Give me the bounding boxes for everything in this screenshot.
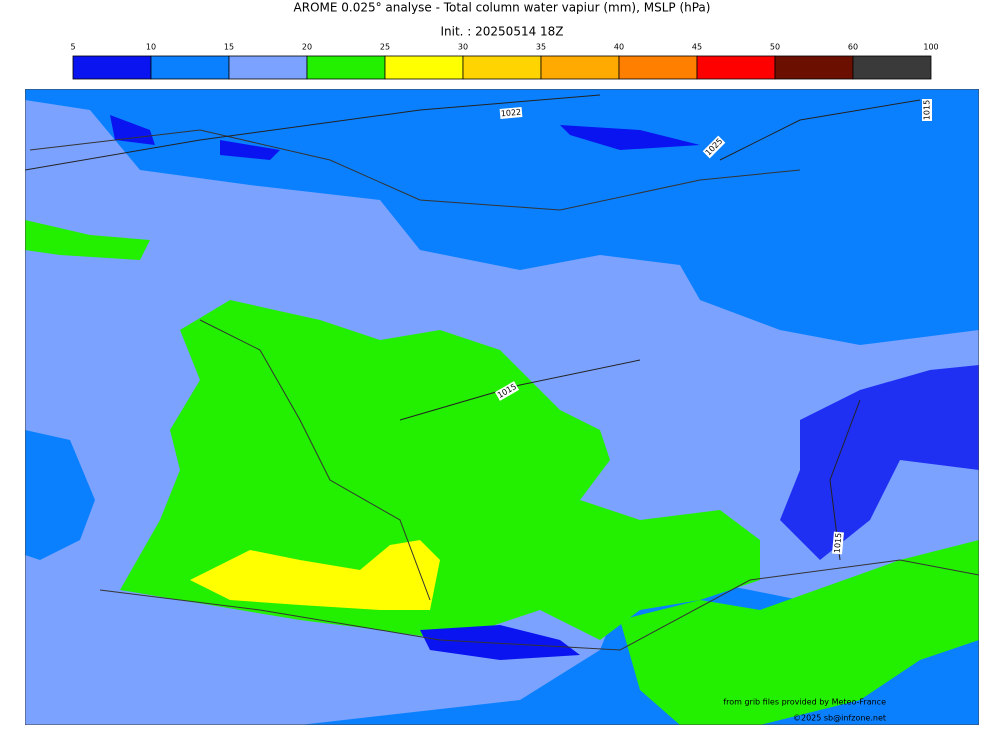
colorbar-segment (696, 55, 776, 80)
isobar-label-box (922, 99, 932, 121)
colorbar-segment (72, 55, 152, 80)
colorbar-segment (462, 55, 542, 80)
colorbar-tick-label: 50 (770, 43, 780, 52)
colorbar-segment (852, 55, 932, 80)
field-25-30 (190, 540, 440, 610)
field-5-10-pyrenees (420, 625, 580, 660)
field-20-25-north (25, 220, 150, 260)
credit: ©2025 sb@infzone.net (793, 714, 886, 723)
field-10-15-sea (25, 430, 95, 560)
colorbar: 5 10 15 20 25 30 35 40 45 50 60 100 (70, 43, 939, 80)
colorbar-tick-label: 15 (224, 43, 234, 52)
title: AROME 0.025° analyse - Total column wate… (294, 1, 711, 15)
colorbar-segment (540, 55, 620, 80)
isobar-label-text: 1015 (833, 532, 844, 553)
colorbar-tick-label: 5 (70, 43, 75, 52)
colorbar-segment (150, 55, 230, 80)
coastlines (29, 129, 979, 651)
field-5-10-alps (780, 365, 979, 560)
credit: from grib files provided by Meteo-France (723, 698, 886, 707)
colorbar-tick-label: 45 (692, 43, 702, 52)
isobar-label: 1015 (832, 531, 844, 555)
isobar-label-box (499, 107, 523, 119)
colorbar-segment (384, 55, 464, 80)
colorbar-segment (306, 55, 386, 80)
colorbar-tick-label: 40 (614, 43, 624, 52)
colorbar-tick-label: 10 (146, 43, 156, 52)
colorbar-tick-label: 20 (302, 43, 312, 52)
colorbar-tick-label: 60 (848, 43, 858, 52)
colorbar-tick-label: 25 (380, 43, 390, 52)
colorbar-tick-label: 100 (923, 43, 938, 52)
colorbar-segment (618, 55, 698, 80)
isobar-label-box (832, 531, 844, 555)
isobar-label-text: 1015 (923, 100, 932, 120)
isobar-label-box (702, 135, 726, 159)
colorbar-segment (228, 55, 308, 80)
field-5-10 (110, 115, 700, 160)
subtitle: Init. : 20250514 18Z (440, 25, 563, 39)
isobar-label: 1015 (922, 99, 932, 121)
colorbar-tick-label: 35 (536, 43, 546, 52)
colorbar-segment (774, 55, 854, 80)
isobar-label: 1022 (499, 107, 523, 119)
colorbar-tick-label: 30 (458, 43, 468, 52)
isobar-label-text: 1022 (500, 108, 521, 119)
map (25, 89, 979, 725)
field-20-25-east (620, 540, 979, 725)
isobar-label-box (494, 381, 520, 401)
isobars (25, 94, 921, 561)
